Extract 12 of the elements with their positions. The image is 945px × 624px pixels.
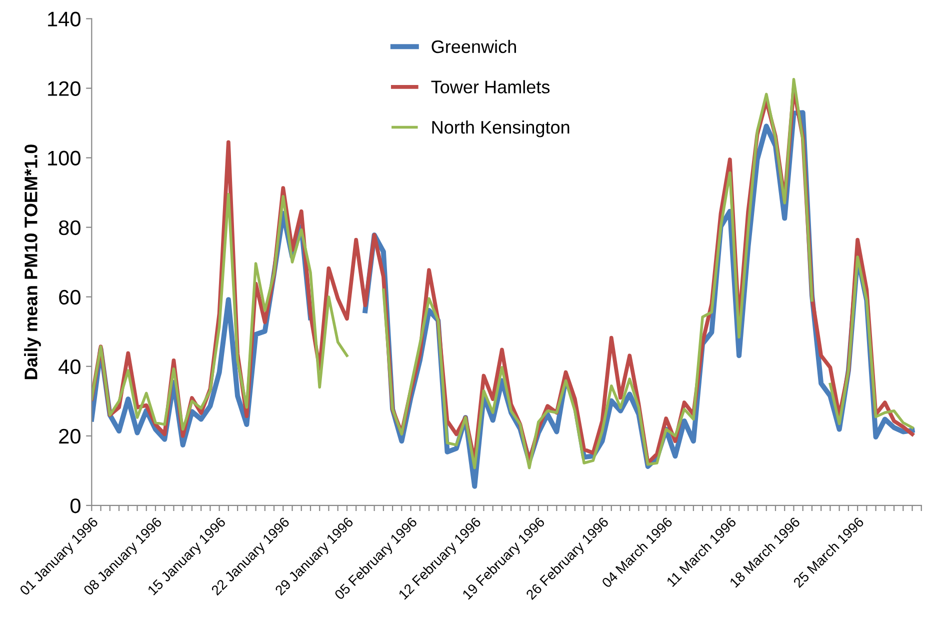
legend-label: North Kensington <box>432 120 570 138</box>
y-tick-label: 100 <box>48 150 80 166</box>
y-tick-label: 140 <box>48 12 80 26</box>
legend-label: Tower Hamlets <box>431 80 550 94</box>
y-tick-label: 80 <box>58 220 80 236</box>
y-tick-label: 40 <box>58 359 80 374</box>
y-tick-label: 0 <box>70 498 80 514</box>
y-tick-label: 120 <box>48 81 80 96</box>
y-tick-label: 60 <box>59 290 80 305</box>
y-tick-label: 20 <box>59 428 80 444</box>
y-axis-title: Daily mean PM10 TOEM*1.0 <box>24 144 41 380</box>
legend-label: Greenwich <box>432 40 516 54</box>
